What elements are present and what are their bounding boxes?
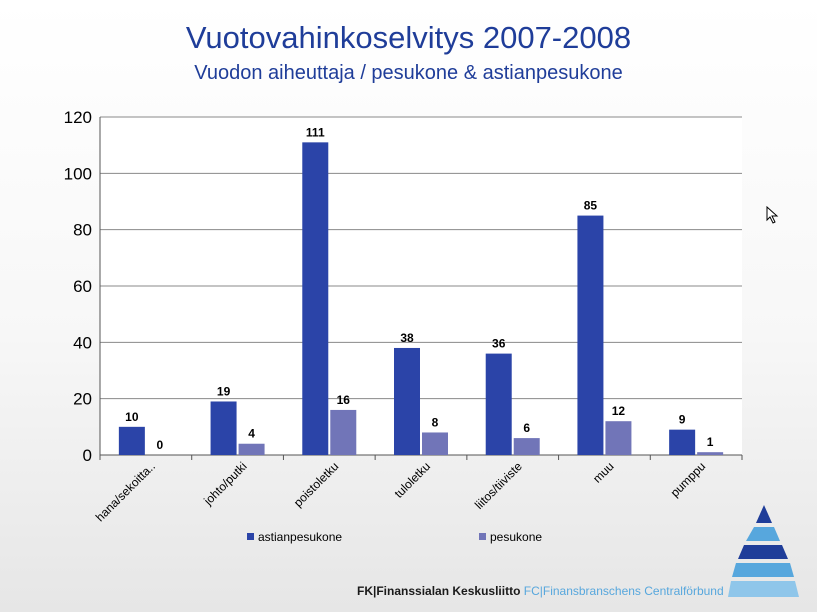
footer-fc-text: FC|Finansbranschens Centralförbund (523, 584, 724, 598)
x-category-label: poistoletku (291, 459, 341, 509)
bar-pesukone (697, 452, 724, 455)
x-category-label: liitos/tiiviste (472, 459, 525, 512)
bar-pesukone (605, 421, 632, 455)
bar-astianpesukone (118, 426, 145, 455)
legend-swatch-astianpesukone (247, 533, 254, 540)
bar-astianpesukone (485, 353, 512, 455)
y-tick-label: 40 (73, 333, 92, 352)
bar-pesukone (422, 432, 448, 455)
mouse-cursor-icon (766, 206, 779, 224)
data-label-pesukone: 12 (612, 404, 626, 418)
chart-title: Vuotovahinkoselvitys 2007-2008 (185, 20, 632, 55)
bar-pesukone (238, 443, 265, 455)
data-label-pesukone: 16 (337, 393, 351, 407)
x-category-label: hana/sekoitta.. (93, 459, 158, 524)
legend-label-pesukone: pesukone (490, 530, 542, 544)
y-tick-label: 120 (64, 108, 92, 127)
data-label-astianpesukone: 9 (679, 413, 686, 427)
chart-subtitle: Vuodon aiheuttaja / pesukone & astianpes… (194, 62, 623, 84)
footer-fk-text: FK|Finanssialan Keskusliitto (357, 584, 521, 598)
legend-swatch-pesukone (479, 533, 486, 540)
bar-astianpesukone (302, 142, 329, 455)
bar-pesukone (330, 409, 357, 455)
data-label-astianpesukone: 10 (125, 410, 139, 424)
x-category-label: johto/putki (200, 459, 249, 508)
data-label-astianpesukone: 111 (306, 125, 325, 139)
data-label-pesukone: 8 (432, 415, 439, 429)
y-tick-label: 20 (73, 390, 92, 409)
bar-astianpesukone (669, 429, 696, 455)
data-label-pesukone: 0 (157, 438, 164, 452)
data-label-pesukone: 6 (523, 421, 530, 435)
bar-pesukone (513, 438, 540, 455)
data-label-astianpesukone: 85 (584, 199, 598, 213)
data-label-astianpesukone: 38 (400, 331, 414, 345)
bar-astianpesukone (394, 347, 420, 455)
data-label-pesukone: 1 (707, 435, 714, 449)
y-tick-label: 100 (64, 164, 92, 183)
bar-astianpesukone (210, 401, 237, 455)
y-tick-label: 60 (73, 277, 92, 296)
data-label-pesukone: 4 (248, 427, 255, 441)
data-label-astianpesukone: 36 (492, 337, 506, 351)
data-label-astianpesukone: 19 (217, 384, 231, 398)
bar-astianpesukone (577, 215, 604, 455)
x-category-label: tuloletku (392, 459, 434, 501)
y-tick-label: 0 (83, 446, 92, 465)
x-category-label: pumppu (668, 459, 709, 500)
footer: FK|Finanssialan Keskusliitto FC|Finansbr… (357, 584, 724, 598)
legend-label-astianpesukone: astianpesukone (258, 530, 342, 544)
y-tick-label: 80 (73, 221, 92, 240)
x-category-label: muu (590, 459, 616, 485)
triangle-logo-icon (728, 505, 799, 597)
